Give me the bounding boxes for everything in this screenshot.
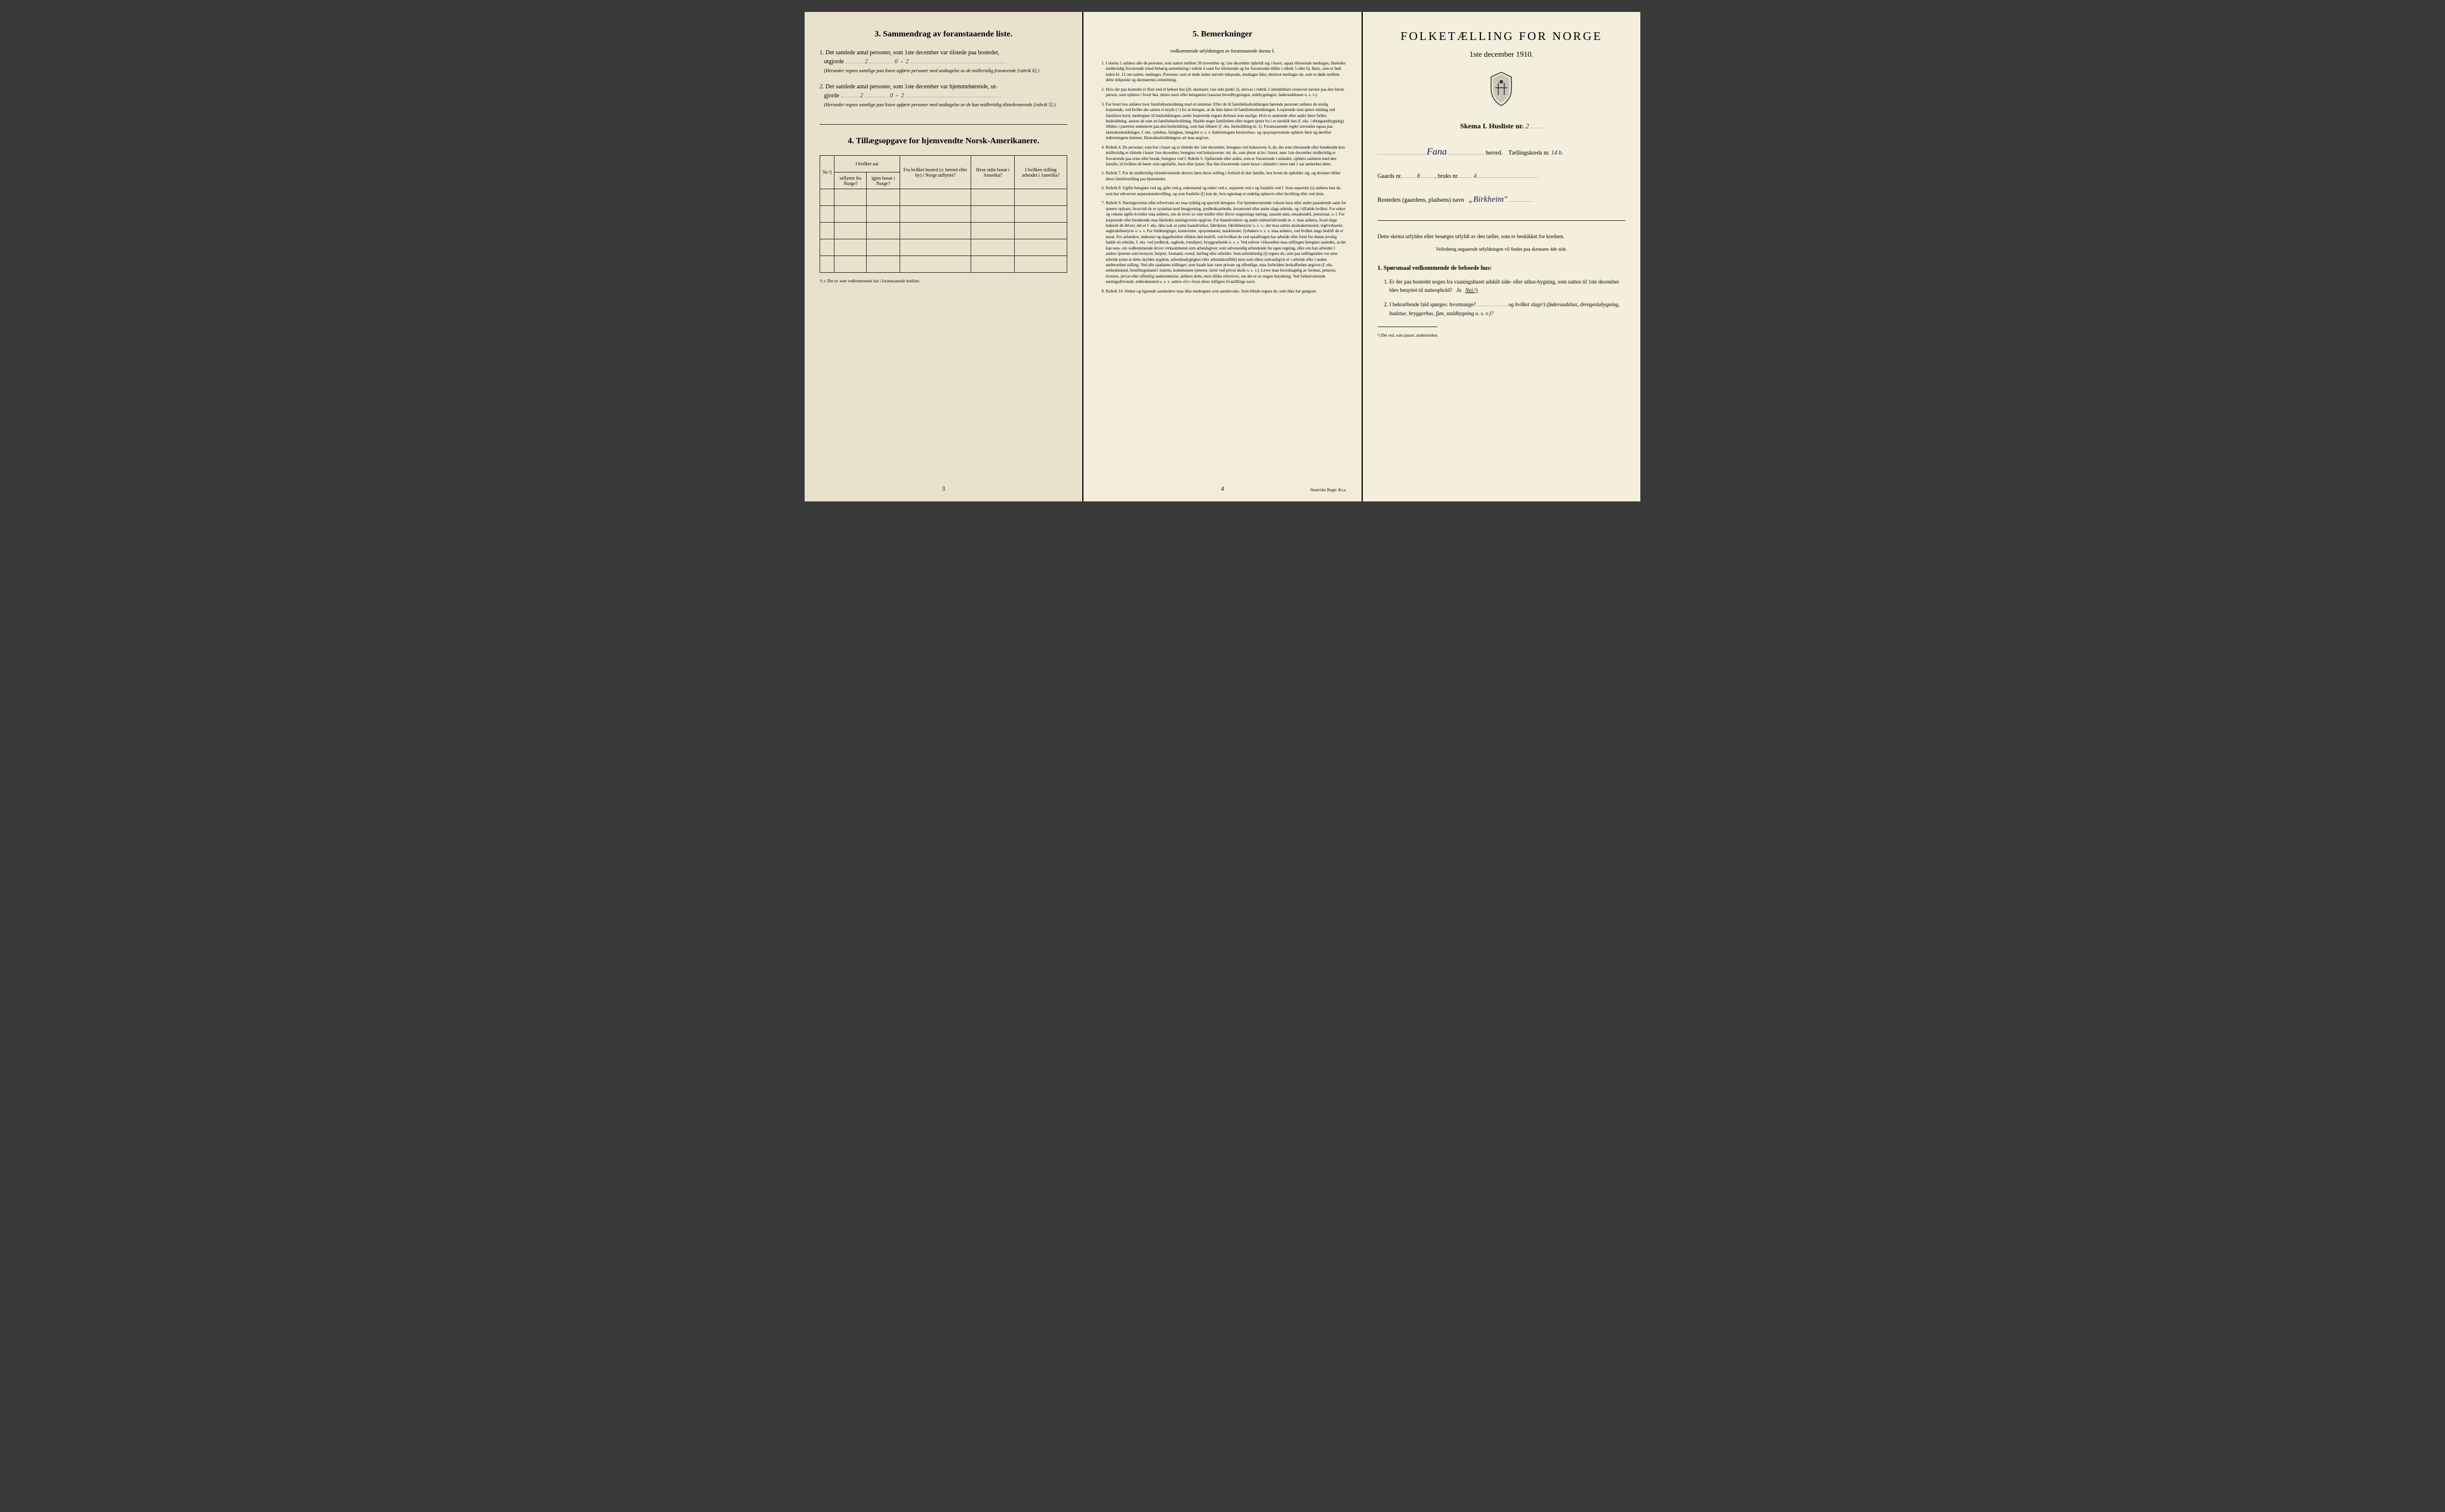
summary-item-2: 2. Det samlede antal personer, som 1ste …: [820, 82, 1067, 109]
handwritten-value: 2: [860, 93, 863, 99]
item-prefix: 1.: [820, 50, 824, 56]
item-note: (Herunder regnes samtlige paa listen opf…: [824, 102, 1056, 107]
page-number: 3: [942, 486, 945, 492]
census-document: 3. Sammendrag av foranstaaende liste. 1.…: [805, 12, 1640, 501]
summary-item-1: 1. Det samlede antal personer, som 1ste …: [820, 48, 1067, 75]
remark-item: Rubrik 4. De personer, som bor i huset o…: [1106, 145, 1346, 168]
table-row: [820, 206, 1067, 223]
printer-mark: Steen'ske Bogtr. Kr.a.: [1310, 488, 1347, 492]
remarks-list: I skema 1 anføres alle de personer, som …: [1098, 61, 1346, 294]
remark-item: Hvis der paa bostedet er flere end ét be…: [1106, 87, 1346, 98]
bruks-label: , bruks nr.: [1435, 173, 1459, 180]
instructions-sub: Veiledning angaaende utfyldningen vil fi…: [1436, 247, 1567, 252]
herred-line: Fana herred. Tællingskreds nr. 14 b.: [1378, 143, 1625, 162]
page-3: 3. Sammendrag av foranstaaende liste. 1.…: [805, 12, 1082, 501]
tallingskreds-label: Tællingskreds nr.: [1508, 150, 1550, 156]
bosted-value: „Birkheim": [1468, 195, 1507, 204]
handwritten-value: 0: [895, 58, 898, 65]
coat-of-arms-icon: [1378, 71, 1625, 110]
census-date: 1ste december 1910.: [1378, 50, 1625, 59]
bosted-line: Bostedets (gaardens, pladsens) navn „Bir…: [1378, 192, 1625, 208]
q1-nei: Nei.¹): [1465, 287, 1477, 293]
gaards-label: Gaards nr.: [1378, 173, 1402, 180]
remark-item: For hvert hus anføres hver familiehushol…: [1106, 102, 1346, 141]
divider: [820, 124, 1067, 125]
handwritten-value: 0: [890, 93, 893, 99]
page3-footnote: ¹) Det ord, som passer, understrekes.: [1378, 333, 1625, 338]
remark-item: I skema 1 anføres alle de personer, som …: [1106, 61, 1346, 84]
section-4: 4. Tillægsopgave for hjemvendte Norsk-Am…: [820, 137, 1067, 284]
emigrant-table: Nr.¹) I hvilket aar Fra hvilket bosted (…: [820, 155, 1067, 273]
instructions-text: Dette skema utfyldes eller besørges utfy…: [1378, 233, 1565, 239]
item-text: Det samlede antal personer, som 1ste dec…: [826, 84, 997, 90]
item-note: (Herunder regnes samtlige paa listen opf…: [824, 68, 1039, 73]
remark-item: Rubrik 8. Ugifte betegnes ved ug, gifte …: [1106, 186, 1346, 197]
tallingskreds-value: 14 b.: [1551, 150, 1563, 156]
section-5-title: 5. Bemerkninger: [1098, 30, 1346, 39]
handwritten-value: 2: [865, 58, 868, 65]
page-4: 5. Bemerkninger vedkommende utfyldningen…: [1083, 12, 1361, 501]
table-header-where: Hvor sidst bosat i Amerika?: [971, 156, 1015, 189]
husliste-nr: 2: [1526, 122, 1529, 130]
q1-ja: Ja: [1456, 287, 1462, 293]
page-title-page: FOLKETÆLLING FOR NORGE 1ste december 191…: [1363, 12, 1640, 501]
bosted-label: Bostedets (gaardens, pladsens) navn: [1378, 197, 1464, 204]
table-footnote: ¹) ɔ: Det nr. som vedkommende har i fora…: [820, 279, 1067, 284]
table-subheader-returned: igjen bosat i Norge?: [867, 173, 900, 189]
herred-label: herred.: [1486, 150, 1502, 156]
table-header-nr: Nr.¹): [820, 156, 834, 189]
table-row: [820, 239, 1067, 256]
skema-line: Skema I. Husliste nr. 2: [1378, 122, 1625, 131]
skema-label: Skema I. Husliste nr.: [1460, 122, 1524, 130]
section-5-subtitle: vedkommende utfyldningen av foranstaaend…: [1098, 48, 1346, 54]
q2-text: I bekræftende fald spørges: hvormange?: [1390, 301, 1476, 307]
item-text: Det samlede antal personer, som 1ste dec…: [826, 50, 999, 56]
section-3-title: 3. Sammendrag av foranstaaende liste.: [820, 30, 1067, 39]
table-row: [820, 189, 1067, 206]
section-4-title: 4. Tillægsopgave for hjemvendte Norsk-Am…: [820, 137, 1067, 146]
handwritten-value: 2: [906, 58, 909, 65]
instructions: Dette skema utfyldes eller besørges utfy…: [1378, 233, 1625, 253]
item-text-b: gjorde: [824, 93, 840, 99]
divider: [1378, 220, 1625, 221]
question-1: Er der paa bostedet nogen fra vaaningshu…: [1390, 278, 1625, 295]
table-row: [820, 223, 1067, 239]
page-number: 4: [1221, 486, 1224, 492]
item-text-b: utgjorde: [824, 58, 844, 65]
q1-text: Er der paa bostedet nogen fra vaaningshu…: [1390, 279, 1619, 293]
remark-item: Rubrik 9. Næringsveiens eller erhvervets…: [1106, 201, 1346, 285]
table-header-from: Fra hvilket bosted (ɔ: herred eller by) …: [900, 156, 971, 189]
table-header-year: I hvilket aar: [834, 156, 900, 173]
item-prefix: 2.: [820, 84, 824, 90]
herred-value: Fana: [1427, 147, 1447, 157]
handwritten-value: 2: [901, 93, 904, 99]
gaards-value: 8: [1417, 173, 1420, 180]
table-row: [820, 256, 1067, 273]
question-header: 1. Spørsmaal vedkommende de beboede hus:: [1378, 265, 1625, 272]
gaards-line: Gaards nr. 8 , bruks nr. 4: [1378, 171, 1625, 183]
bruks-value: 4: [1474, 173, 1477, 180]
question-2: I bekræftende fald spørges: hvormange? o…: [1390, 300, 1625, 318]
remark-item: Rubrik 7. For de midlertidig tilstedevær…: [1106, 171, 1346, 182]
question-section: 1. Spørsmaal vedkommende de beboede hus:…: [1378, 265, 1625, 318]
remark-item: Rubrik 14. Sinker og lignende aandssløve…: [1106, 289, 1346, 294]
main-title: FOLKETÆLLING FOR NORGE: [1378, 30, 1625, 44]
table-subheader-emigrated: utflyttet fra Norge?: [834, 173, 867, 189]
table-header-position: I hvilken stilling arbeidet i Amerika?: [1014, 156, 1067, 189]
section-3: 3. Sammendrag av foranstaaende liste. 1.…: [820, 30, 1067, 109]
